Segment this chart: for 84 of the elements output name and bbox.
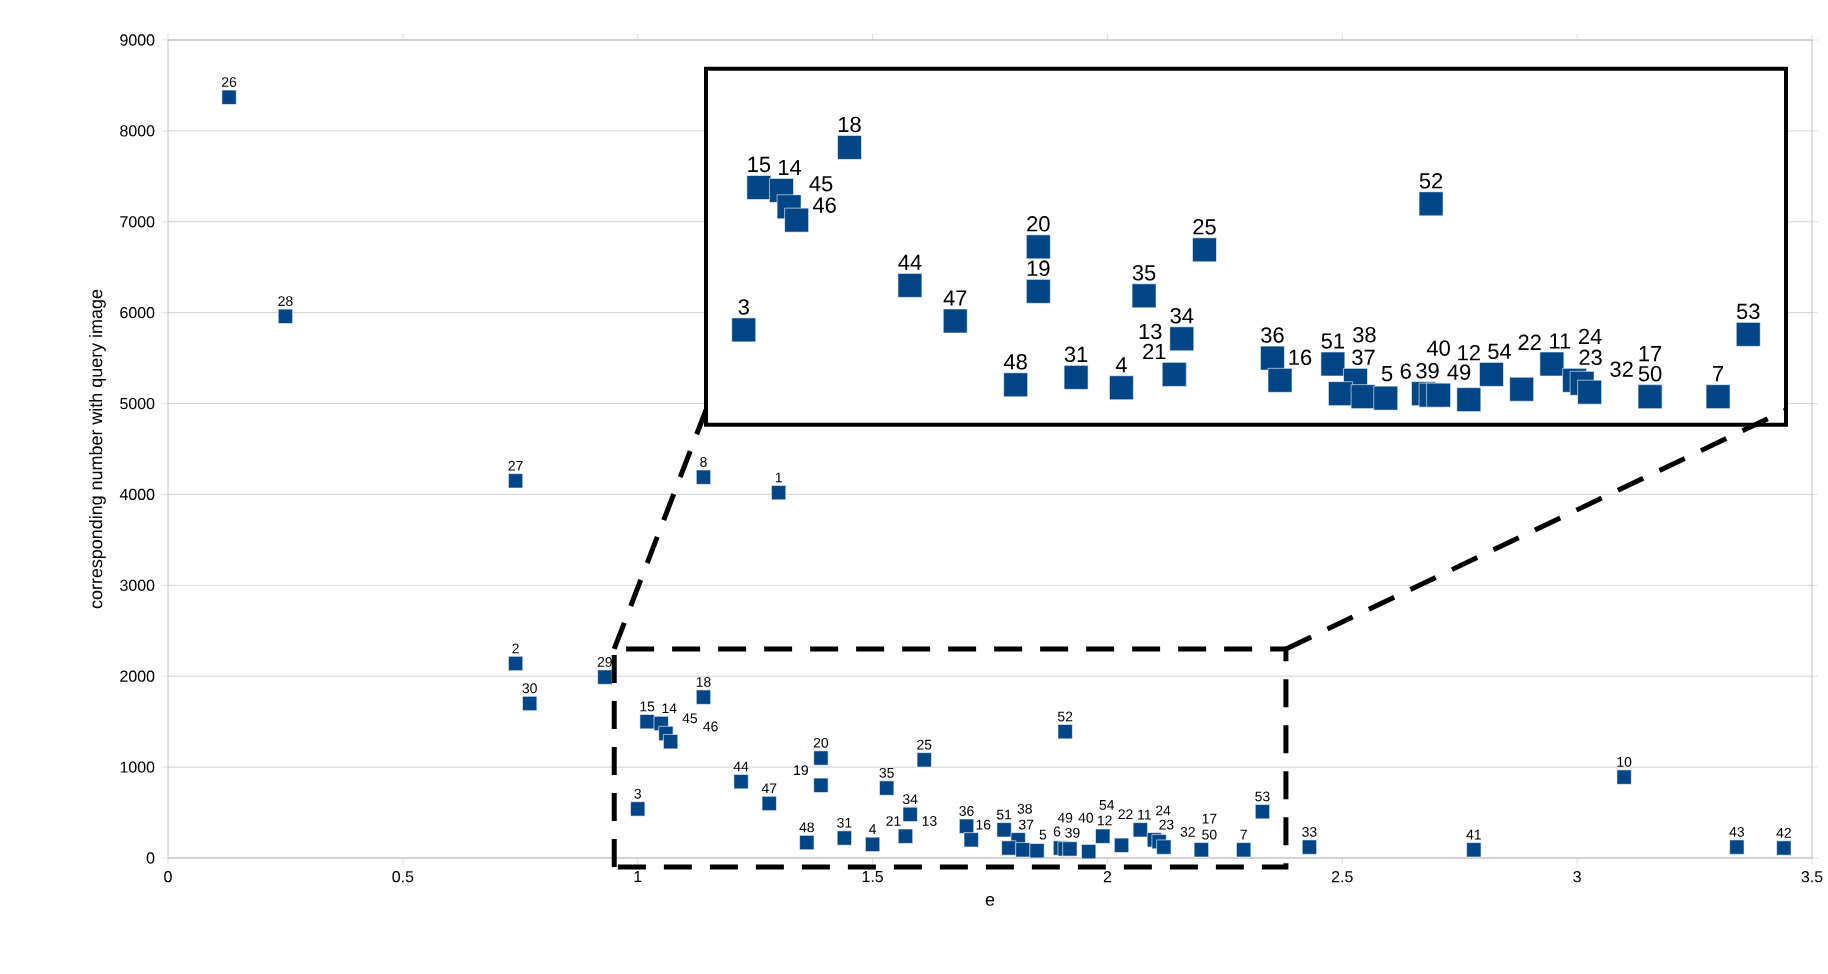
point <box>865 836 881 852</box>
text: 3 <box>738 299 749 315</box>
point <box>836 830 852 846</box>
text: 6 <box>1400 363 1411 379</box>
text: 24 <box>1579 328 1602 344</box>
point <box>1236 842 1252 858</box>
point <box>799 835 815 851</box>
point <box>1156 839 1172 855</box>
point <box>1301 839 1317 855</box>
point <box>1114 837 1130 853</box>
point <box>663 734 679 750</box>
point <box>221 89 237 105</box>
point <box>1081 844 1097 860</box>
text: 17 <box>1639 346 1662 362</box>
point <box>1466 842 1482 858</box>
point <box>1132 822 1148 838</box>
point <box>879 780 895 796</box>
text: 53 <box>1736 303 1760 320</box>
point <box>963 832 979 848</box>
point <box>630 801 646 817</box>
point <box>1095 828 1111 844</box>
text: 38 <box>1353 326 1376 343</box>
text: 49 <box>1447 364 1471 380</box>
text: 25 <box>1193 219 1216 235</box>
text: 39 <box>1416 362 1439 379</box>
text: 47 <box>943 290 967 306</box>
point <box>813 750 829 766</box>
text: 45 <box>809 176 833 192</box>
point <box>1001 840 1017 856</box>
text: 48 <box>1003 354 1027 370</box>
text: 46 <box>812 197 836 213</box>
text: 7 <box>1713 366 1724 382</box>
text: 19 <box>1027 260 1050 277</box>
point <box>996 822 1012 838</box>
text: 50 <box>1638 365 1662 382</box>
text: 4 <box>1115 357 1127 373</box>
point <box>508 473 524 489</box>
text: 11 <box>1550 333 1571 349</box>
text: 15 <box>748 156 771 173</box>
point <box>1015 842 1031 858</box>
point <box>1062 841 1078 857</box>
text: 22 <box>1518 334 1541 350</box>
text: 51 <box>1321 333 1344 349</box>
text: 32 <box>1610 361 1633 377</box>
point <box>695 689 711 705</box>
point <box>916 752 932 768</box>
point <box>1616 769 1632 785</box>
text: 16 <box>1289 349 1312 366</box>
text: 37 <box>1352 349 1375 366</box>
text: 44 <box>898 254 922 270</box>
point <box>695 469 711 485</box>
point <box>813 777 829 793</box>
point <box>277 308 293 324</box>
point <box>902 806 918 822</box>
text: 18 <box>838 116 861 133</box>
text: 12 <box>1458 344 1480 361</box>
point <box>1057 724 1073 740</box>
text: 40 <box>1426 340 1450 356</box>
y-axis-title: corresponding number with query image <box>89 289 106 609</box>
text: 36 <box>1261 327 1284 343</box>
point <box>959 818 975 834</box>
point <box>1729 839 1745 855</box>
text: 23 <box>1579 349 1602 366</box>
text: 20 <box>1027 216 1050 232</box>
x-axis-title: e <box>985 896 995 906</box>
text: 35 <box>1132 265 1156 281</box>
point <box>597 669 613 685</box>
text: 52 <box>1419 173 1443 189</box>
point <box>761 795 777 811</box>
point <box>1776 840 1792 856</box>
point <box>522 695 538 711</box>
point <box>508 656 524 671</box>
text: 31 <box>1064 346 1088 363</box>
text: 54 <box>1488 343 1511 360</box>
text: 14 <box>779 159 802 175</box>
point <box>1254 804 1270 820</box>
text: 34 <box>1170 308 1194 324</box>
point <box>771 485 787 501</box>
text: 13 <box>1139 323 1162 340</box>
point <box>1029 843 1045 859</box>
text: 5 <box>1381 366 1393 382</box>
point <box>639 714 655 730</box>
point <box>733 774 749 790</box>
text: 21 <box>1143 343 1166 360</box>
